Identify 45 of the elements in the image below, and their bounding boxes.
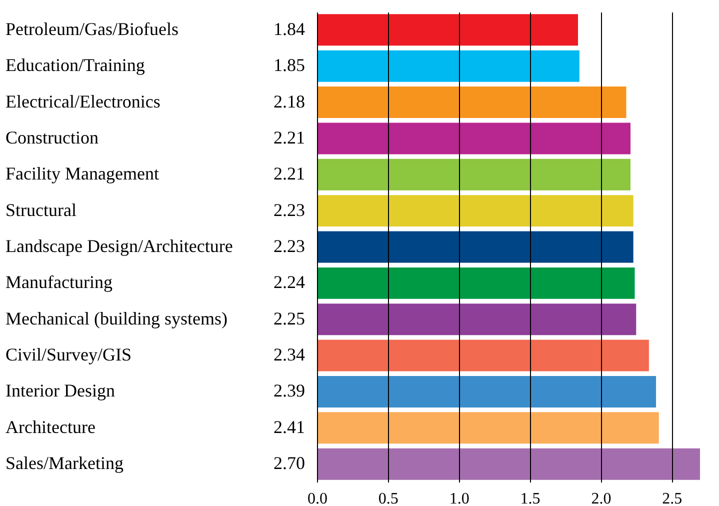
y-tick-label: Structural xyxy=(6,200,76,220)
x-tick-label: 1.0 xyxy=(449,490,470,506)
y-tick-label: Sales/Marketing xyxy=(6,453,124,474)
y-tick-label: Landscape Design/Architecture xyxy=(6,236,233,256)
bar xyxy=(317,376,656,408)
x-tick-label: 2.5 xyxy=(662,490,682,506)
bar xyxy=(317,158,630,190)
bar xyxy=(317,195,634,227)
data-label: 2.23 xyxy=(274,236,305,256)
bar xyxy=(317,86,626,118)
data-label: 2.18 xyxy=(274,91,305,112)
data-label: 2.23 xyxy=(274,200,305,220)
bar xyxy=(317,304,636,336)
x-tick-label: 0.5 xyxy=(378,490,398,506)
data-label: 2.70 xyxy=(274,453,305,474)
data-label: 2.39 xyxy=(274,380,305,401)
y-tick-label: Facility Management xyxy=(6,164,159,184)
data-label: 2.34 xyxy=(274,344,305,365)
y-tick-label: Petroleum/Gas/Biofuels xyxy=(6,18,178,39)
y-tick-label: Construction xyxy=(6,127,98,148)
x-tick-label: 2.0 xyxy=(591,490,612,506)
y-tick-label: Civil/Survey/GIS xyxy=(6,344,132,365)
y-tick-label: Architecture xyxy=(6,416,96,437)
data-label: 2.21 xyxy=(274,127,305,148)
data-label: 1.85 xyxy=(274,55,305,76)
y-tick-label: Electrical/Electronics xyxy=(6,91,160,112)
data-label: 2.24 xyxy=(274,272,305,292)
bar xyxy=(317,412,659,444)
bar xyxy=(317,122,630,154)
y-tick-label: Manufacturing xyxy=(6,272,112,292)
bar xyxy=(317,267,635,299)
data-label: 1.84 xyxy=(274,18,305,39)
data-label: 2.25 xyxy=(274,308,305,328)
data-label: 2.41 xyxy=(274,416,305,437)
bar xyxy=(317,14,578,46)
y-tick-label: Interior Design xyxy=(6,380,115,401)
bar xyxy=(317,231,634,263)
y-tick-label: Mechanical (building systems) xyxy=(6,308,228,328)
bar xyxy=(317,340,649,372)
y-tick-label: Education/Training xyxy=(6,55,145,76)
data-label: 2.21 xyxy=(274,164,305,184)
x-tick-label: 0.0 xyxy=(308,490,328,506)
bar xyxy=(317,448,700,480)
x-tick-label: 1.5 xyxy=(520,490,540,506)
bar xyxy=(317,50,580,82)
